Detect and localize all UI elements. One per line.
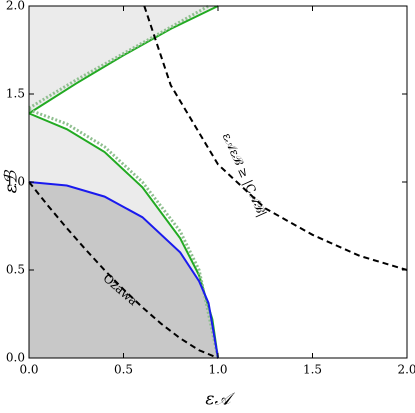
annotation: ε𝒜εℬ ≥ |C𝒜ℬ| [220, 131, 269, 219]
x-tick-label: 1.5 [303, 363, 322, 377]
x-tick-label: 2.0 [397, 363, 415, 377]
y-tick-label: 0.5 [6, 263, 25, 277]
curve [28, 4, 210, 110]
curve [28, 181, 219, 359]
region [29, 6, 218, 114]
curve [143, 5, 408, 271]
x-tick-label: 1.0 [208, 363, 227, 377]
lines [28, 4, 408, 359]
x-tick-label: 0.0 [19, 363, 38, 377]
curve [28, 181, 219, 359]
x-axis-label: ε𝒜 [205, 390, 235, 410]
curve [28, 5, 219, 115]
curve [28, 108, 220, 359]
region [29, 182, 218, 358]
y-tick-label: 1.5 [6, 87, 25, 101]
y-tick-label: 2.0 [6, 0, 25, 13]
y-axis-label: εℬ [2, 169, 22, 193]
y-tick-label: 0.0 [6, 351, 25, 365]
fills [29, 6, 218, 358]
x-tick-label: 0.5 [114, 363, 133, 377]
y-tick-label: 1.0 [6, 175, 25, 189]
